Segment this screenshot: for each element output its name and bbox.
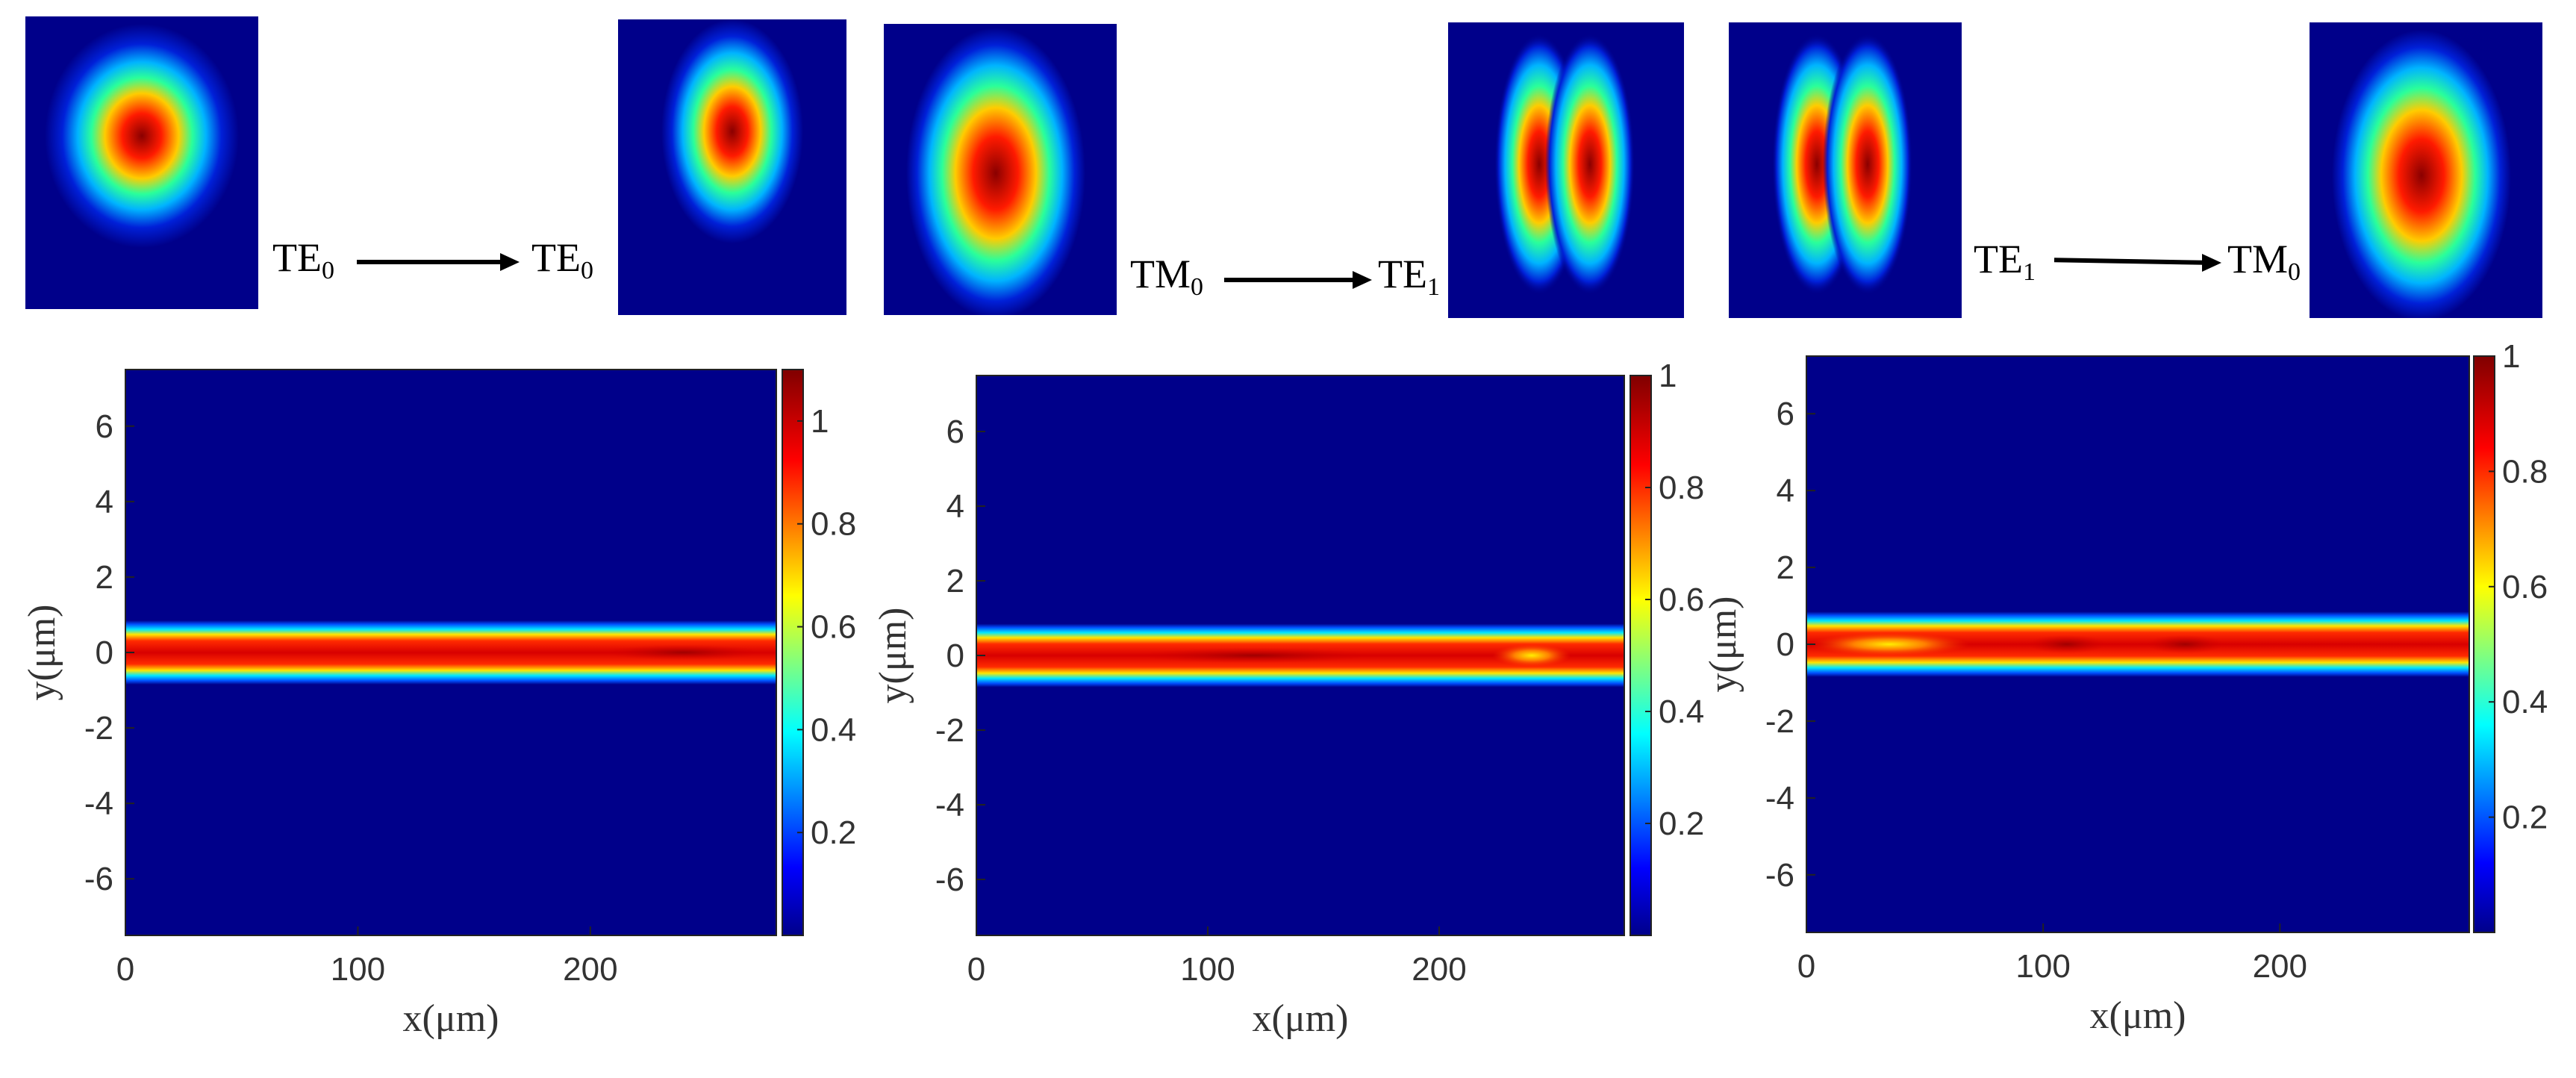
lobe-split-2	[1492, 644, 1571, 667]
field-panel-3: 6 4 2 0 -2 -4 -6 0 100 200 1 0.8 0.6 0.4 0.2 x(μm) y(μm)	[1702, 338, 2548, 1037]
colorbar-1	[782, 369, 804, 936]
y-tick-label: 2	[1777, 549, 1794, 586]
arrow-3-head-icon	[2202, 254, 2221, 272]
colorbar-tick-label: 0.2	[1659, 806, 1704, 842]
colorbar-tick-label: 0.4	[2502, 684, 2548, 720]
conversion-2-to: TE1	[1378, 252, 1440, 301]
colorbar-tick-label: 1	[1659, 358, 1677, 394]
y-tick-label: -2	[1765, 703, 1794, 740]
colorbar-tick-label: 0.6	[2502, 569, 2548, 605]
conversion-2-from: TM0	[1130, 252, 1203, 301]
y-axis-label: y(μm)	[872, 608, 914, 704]
y-tick-label: 4	[1777, 473, 1794, 509]
colorbar-tick-label: 1	[811, 403, 829, 440]
dip-1-3	[2027, 635, 2107, 654]
x-tick-label: 0	[116, 951, 134, 988]
y-tick-label: 2	[946, 563, 964, 599]
x-tick-label: 200	[2253, 948, 2307, 985]
y-tick-label: 6	[946, 414, 964, 450]
colorbar-tick-label: 0.6	[811, 609, 856, 646]
y-tick-label: 2	[96, 559, 113, 596]
arrow-2-head-icon	[1353, 271, 1372, 289]
colorbar-tick-label: 0.6	[1659, 582, 1704, 618]
mode-profile-te0-in	[25, 16, 258, 309]
y-axis-label: y(μm)	[1702, 596, 1744, 693]
colorbar-tick-label: 0.8	[1659, 470, 1704, 506]
y-tick-label: 4	[96, 484, 113, 520]
y-tick-label: 0	[1777, 626, 1794, 663]
y-tick-label: -4	[935, 787, 964, 823]
x-axis-label: x(μm)	[403, 997, 499, 1040]
x-axis-label: x(μm)	[1253, 997, 1349, 1040]
y-tick-label: -4	[84, 785, 113, 822]
y-tick-label: -2	[935, 712, 964, 749]
x-axis-label: x(μm)	[2090, 994, 2186, 1037]
colorbar-2	[1630, 375, 1652, 936]
y-tick-label: 0	[96, 635, 113, 671]
band-core-2	[1137, 647, 1371, 664]
colorbar-tick-label: 0.4	[1659, 694, 1704, 730]
y-tick-label: 6	[1777, 396, 1794, 432]
x-tick-label: 100	[2015, 948, 2070, 985]
input-lobe-3	[1809, 632, 1969, 656]
y-tick-label: -6	[935, 862, 964, 898]
conversion-1-from: TE0	[272, 235, 334, 284]
y-tick-label: -4	[1765, 780, 1794, 817]
mode-profile-tm0-out	[2310, 22, 2542, 318]
y-tick-label: -2	[84, 710, 113, 747]
x-tick-label: 200	[1412, 951, 1466, 988]
colorbar-tick-label: 0.8	[2502, 453, 2548, 490]
colorbar-tick-label: 0.2	[2502, 800, 2548, 836]
mode-profile-te1-out	[1448, 22, 1684, 318]
mode-profile-te1-in	[1729, 22, 1962, 318]
band-core-1	[605, 644, 762, 661]
arrow-1	[357, 260, 502, 264]
dip-2-3	[2145, 635, 2225, 654]
colorbar-tick-label: 1	[2502, 338, 2520, 375]
colorbar-tick-label: 0.4	[811, 711, 856, 748]
conversion-3-to: TM0	[2227, 237, 2301, 286]
y-tick-label: 4	[946, 488, 964, 525]
colorbar-tick-label: 0.8	[811, 506, 856, 543]
y-tick-label: -6	[84, 861, 113, 897]
conversion-3-from: TE1	[1974, 237, 2036, 286]
conversion-1-to: TE0	[531, 235, 593, 284]
x-tick-label: 100	[1180, 951, 1235, 988]
arrow-2	[1224, 278, 1356, 282]
field-panel-1: 6 4 2 0 -2 -4 -6 0 100 200 1 0.8 0.6 0.4 0.2 x(μm) y(μm)	[21, 369, 856, 1040]
x-tick-label: 0	[967, 951, 985, 988]
y-tick-label: 0	[946, 638, 964, 674]
y-tick-label: -6	[1765, 857, 1794, 894]
y-axis-label: y(μm)	[21, 605, 63, 701]
mode-profile-tm0-in	[884, 24, 1117, 315]
x-tick-label: 0	[1797, 948, 1815, 985]
x-tick-label: 200	[563, 951, 617, 988]
mode-profile-te0-out	[618, 19, 846, 315]
field-panel-2: 6 4 2 0 -2 -4 -6 0 100 200 1 0.8 0.6 0.4 0.2 x(μm) y(μm)	[872, 358, 1704, 1040]
x-tick-label: 100	[331, 951, 385, 988]
y-tick-label: 6	[96, 408, 113, 445]
colorbar-3	[2473, 355, 2495, 933]
colorbar-tick-label: 0.2	[811, 814, 856, 851]
arrow-1-head-icon	[500, 253, 520, 271]
